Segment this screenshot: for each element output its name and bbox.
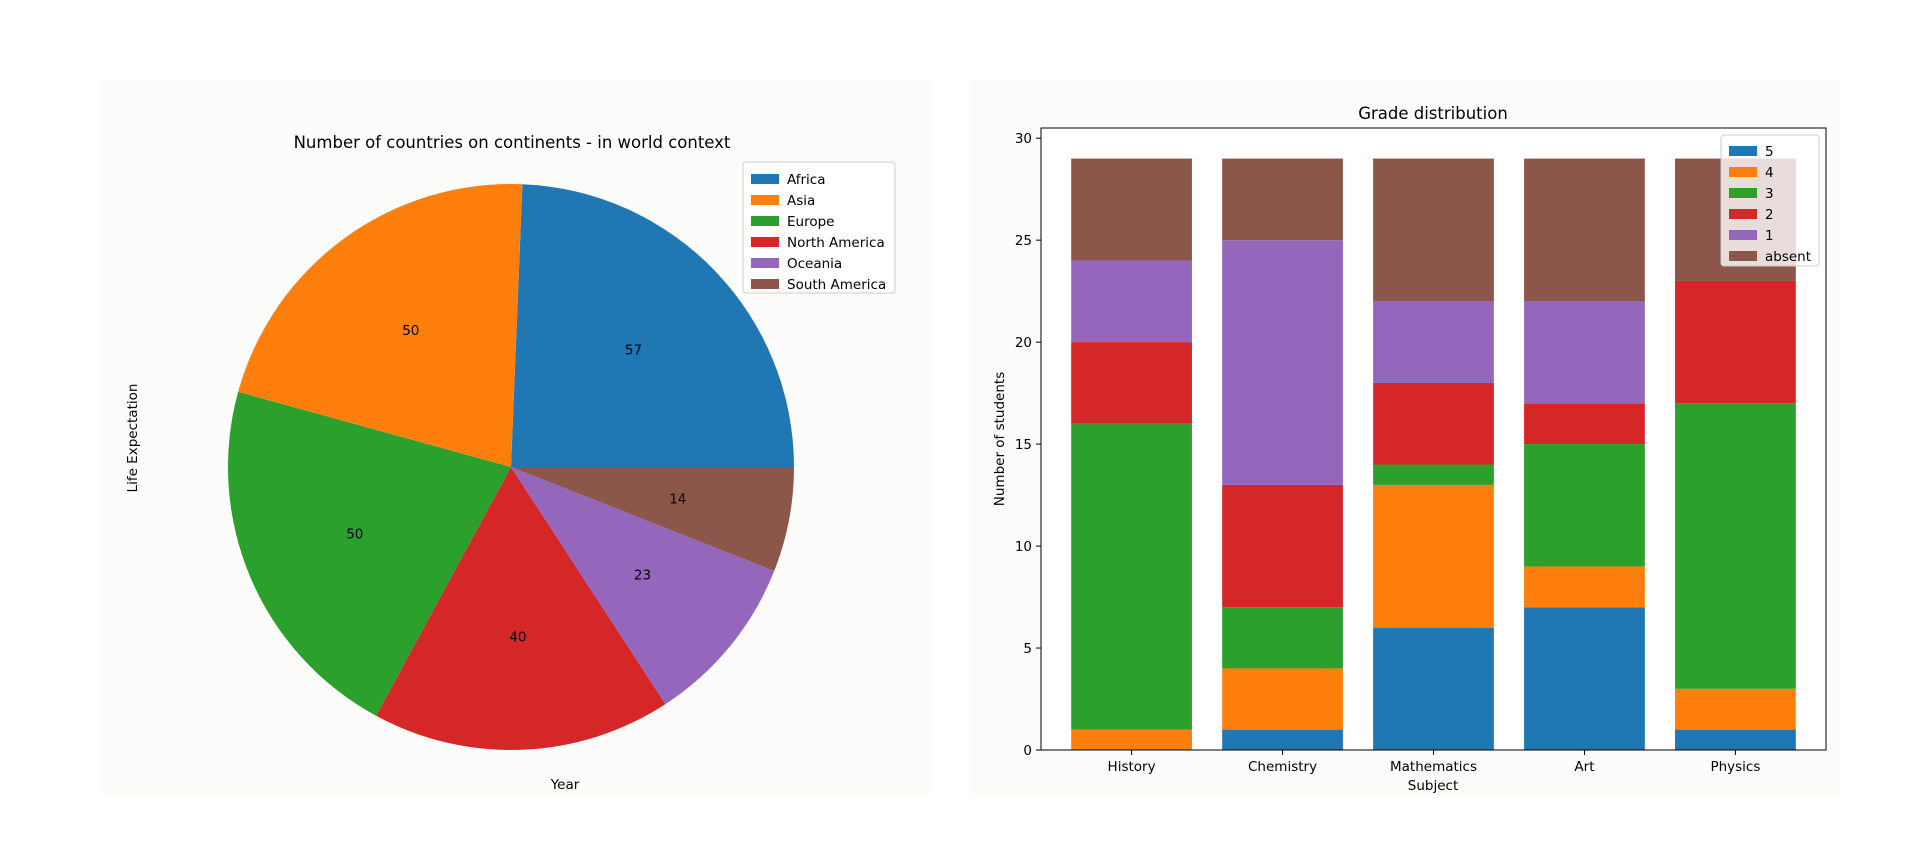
bar-segment-mathematics-1 [1373,301,1494,383]
bar-segment-chemistry-3 [1222,607,1343,669]
bar-segment-art-3 [1524,444,1645,567]
bar-legend-label-3: 3 [1765,186,1774,202]
bar-legend-swatch-5 [1729,146,1757,156]
pie-legend-label-africa: Africa [787,172,826,188]
bar-segment-history-1 [1071,260,1192,343]
y-tick-label: 30 [1015,131,1032,147]
bar-segment-chemistry-4 [1222,668,1343,730]
x-tick-label-mathematics: Mathematics [1390,759,1477,775]
bar-legend-label-absent: absent [1765,249,1811,265]
y-tick-label: 15 [1015,437,1032,453]
bar-legend-label-1: 1 [1765,228,1774,244]
bar-legend-swatch-absent [1729,251,1757,261]
x-tick-label-chemistry: Chemistry [1248,759,1317,775]
bar-segment-art-4 [1524,566,1645,608]
bar-segment-chemistry-1 [1222,240,1343,485]
bar-xlabel: Subject [1408,778,1458,794]
bar-segment-physics-3 [1675,403,1796,689]
bar-segment-chemistry-5 [1222,729,1343,750]
bar-segment-physics-4 [1675,688,1796,730]
pie-legend-label-europe: Europe [787,214,834,230]
bar-segment-art-5 [1524,607,1645,750]
pie-legend-swatch-south-america [751,279,779,289]
bar-segment-history-absent [1071,158,1192,261]
bar-segment-history-3 [1071,423,1192,730]
pie-value-label-north-america: 40 [509,630,526,646]
pie-legend-label-north-america: North America [787,235,885,251]
pie-value-labels: 57 50 50 40 23 14 [346,323,686,646]
x-tick-label-art: Art [1574,759,1594,775]
pie-legend-label-asia: Asia [787,193,815,209]
y-tick-label: 20 [1015,335,1032,351]
bar-segment-history-2 [1071,342,1192,424]
pie-value-label-europe: 50 [346,527,363,543]
bar-segment-mathematics-3 [1373,464,1494,485]
pie-xlabel: Year [550,777,580,793]
pie-legend-frame [742,161,896,294]
pie-legend: Africa Asia Europe North America Oceania Sout… [742,161,896,294]
bar-segments [1071,158,1796,750]
pie-value-label-south-america: 14 [669,492,686,508]
bar-x-axis-ticks: History Chemistry Mathematics Art Physics [1108,750,1760,775]
pie-value-label-oceania: 23 [634,567,651,583]
bar-legend-swatch-4 [1729,167,1757,177]
bar-title: Grade distribution [1358,104,1508,123]
pie-slices [227,184,794,750]
pie-legend-swatch-north-america [751,237,779,247]
pie-legend-swatch-europe [751,216,779,226]
bar-segment-physics-2 [1675,280,1796,404]
bar-legend-label-5: 5 [1765,144,1774,160]
bar-legend-label-4: 4 [1765,165,1774,181]
bar-y-axis-ticks: 0 5 10 15 20 25 30 [1015,131,1041,759]
pie-value-label-africa: 57 [625,342,642,358]
bar-ylabel: Number of students [992,372,1008,506]
bar-segment-mathematics-4 [1373,484,1494,628]
bar-segment-art-1 [1524,301,1645,404]
pie-legend-swatch-asia [751,195,779,205]
y-tick-label: 0 [1023,743,1032,759]
bar-segment-mathematics-absent [1373,158,1494,302]
pie-slice-north-america [376,467,666,750]
pie-slice-europe [227,391,511,716]
bar-segment-history-4 [1071,729,1192,750]
pie-slice-south-america [511,467,794,571]
pie-slice-africa [511,184,794,468]
bar-legend-swatch-2 [1729,209,1757,219]
pie-legend-label-south-america: South America [787,277,886,293]
pie-legend-swatch-oceania [751,258,779,268]
pie-value-label-asia: 50 [402,323,419,339]
pie-legend-swatch-africa [751,174,779,184]
bar-segment-chemistry-2 [1222,484,1343,608]
pie-ylabel: Life Expectation [125,384,141,493]
bar-segment-mathematics-2 [1373,382,1494,465]
bar-segment-mathematics-5 [1373,627,1494,750]
x-tick-label-history: History [1108,759,1156,775]
pie-title: Number of countries on continents - in w… [294,133,731,152]
bar-legend-swatch-1 [1729,230,1757,240]
y-tick-label: 25 [1015,233,1032,249]
x-tick-label-physics: Physics [1710,759,1760,775]
bar-legend-label-2: 2 [1765,207,1774,223]
bar-legend: 5 4 3 2 1 absent [1720,134,1820,267]
bar-legend-swatch-3 [1729,188,1757,198]
pie-chart-panel: Number of countries on continents - in w… [100,80,930,795]
bar-segment-physics-5 [1675,729,1796,750]
pie-slice-oceania [511,467,775,705]
bar-segment-art-absent [1524,158,1645,302]
pie-legend-label-oceania: Oceania [787,256,842,272]
y-tick-label: 5 [1023,641,1032,657]
y-tick-label: 10 [1015,539,1032,555]
pie-slice-asia [238,184,523,467]
bar-chart-panel: Grade distribution Subject Number of stu… [970,80,1840,795]
bar-segment-chemistry-absent [1222,158,1343,241]
bar-segment-art-2 [1524,403,1645,445]
